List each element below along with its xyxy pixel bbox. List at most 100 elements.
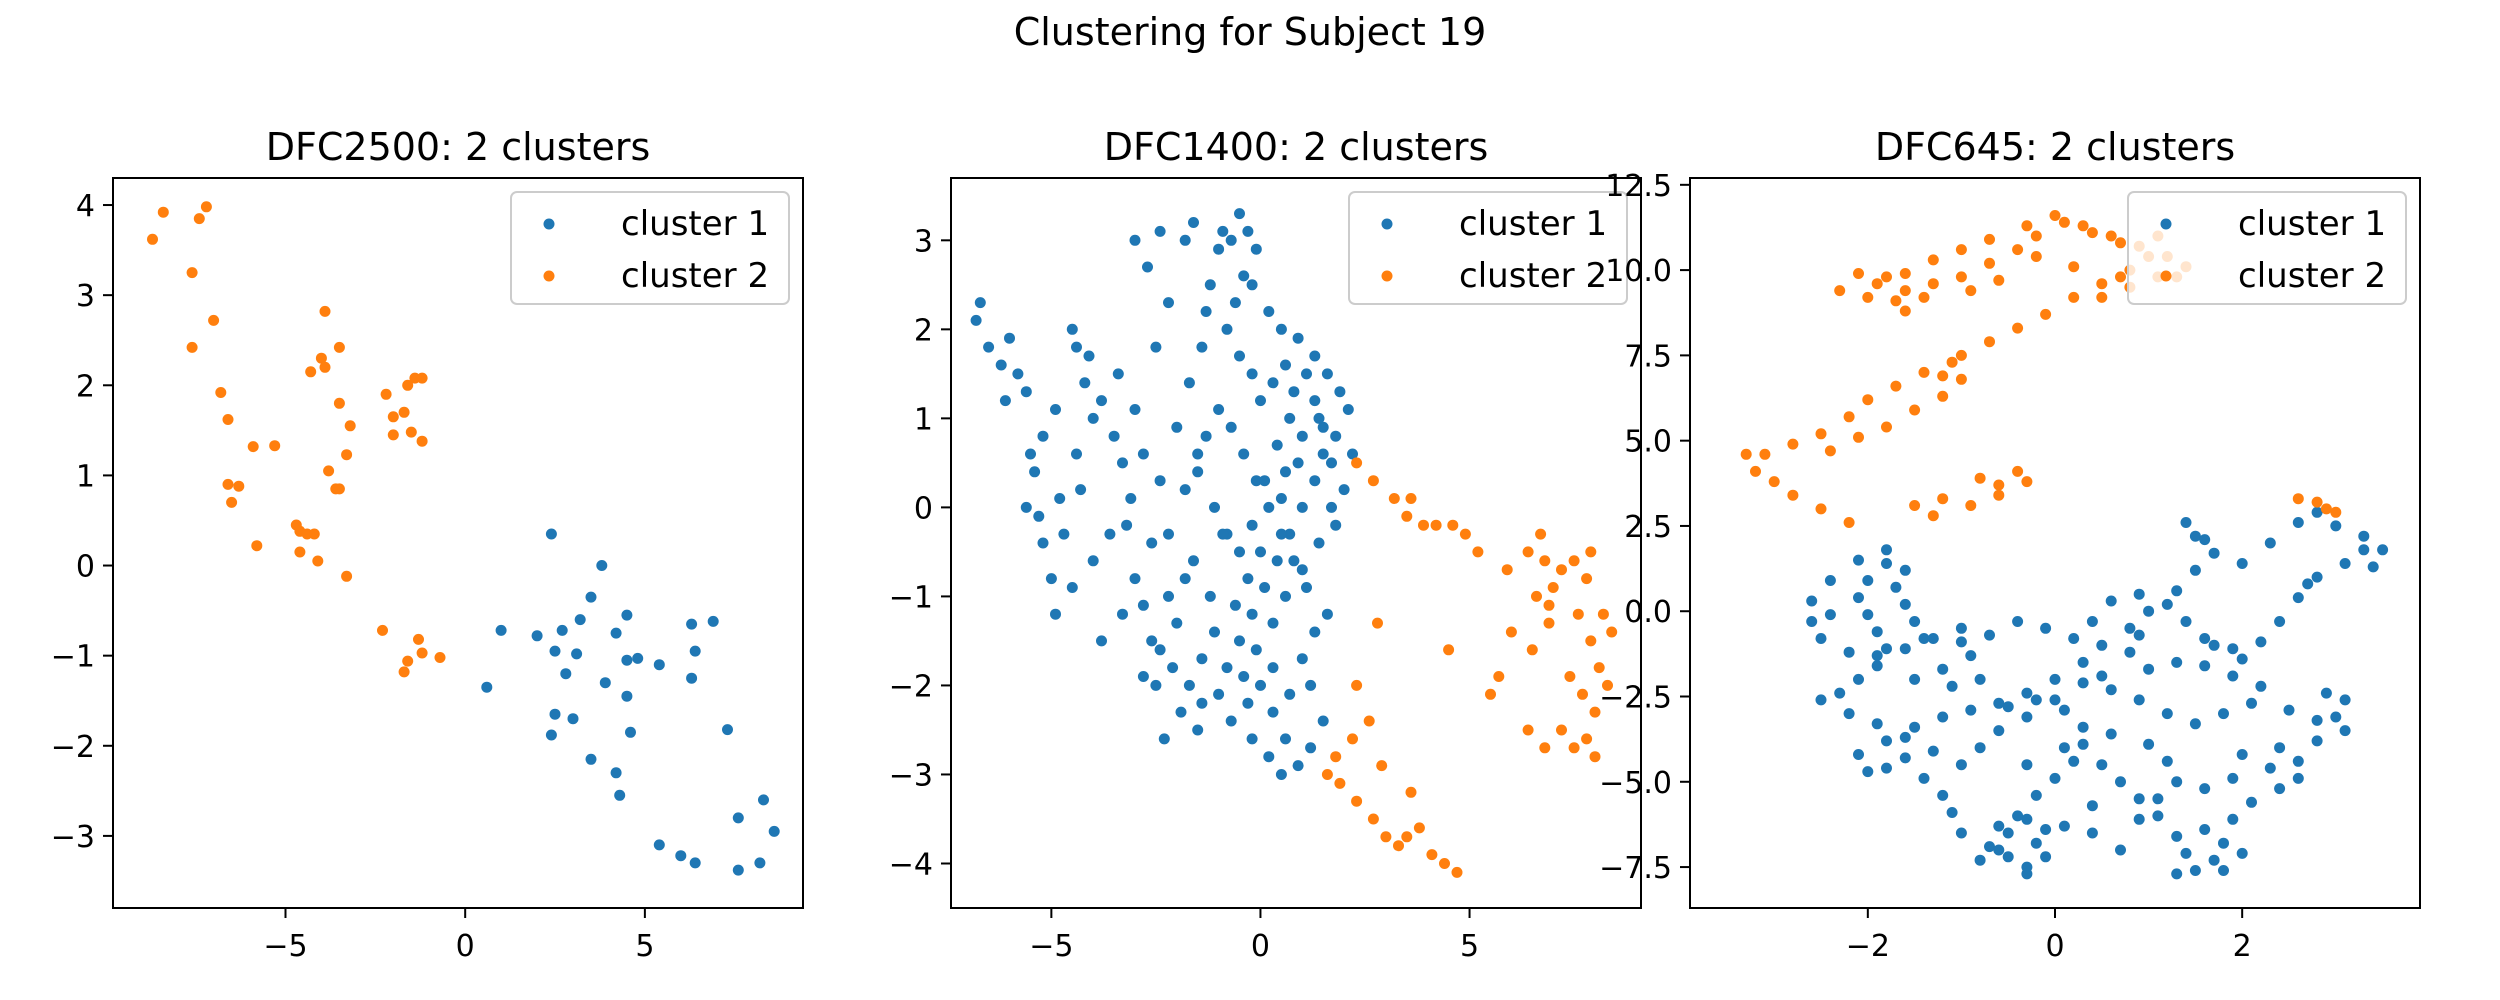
- data-point: [1238, 448, 1250, 460]
- data-point: [556, 624, 568, 636]
- data-point: [344, 420, 356, 432]
- data-point: [1572, 608, 1584, 620]
- y-tick-label: 3: [914, 224, 933, 259]
- data-point: [1372, 617, 1383, 629]
- data-point: [686, 672, 698, 684]
- data-point: [1246, 519, 1258, 531]
- y-tick-label: 2: [914, 313, 933, 348]
- data-point: [675, 850, 687, 862]
- data-point: [2133, 813, 2145, 825]
- data-point: [2283, 704, 2295, 716]
- data-point: [2096, 759, 2108, 771]
- data-point: [1171, 617, 1183, 629]
- data-point: [2189, 564, 2201, 576]
- data-point: [2199, 660, 2211, 672]
- data-point: [2236, 749, 2248, 760]
- data-point: [2189, 865, 2201, 876]
- data-point: [1229, 297, 1241, 309]
- data-point: [2133, 694, 2145, 706]
- data-point: [1388, 493, 1400, 504]
- data-point: [1974, 854, 1986, 866]
- data-point: [2021, 687, 2033, 699]
- data-point: [333, 341, 345, 353]
- data-point: [1347, 448, 1358, 460]
- data-point: [323, 465, 335, 477]
- data-point: [2049, 694, 2061, 706]
- data-point: [1004, 332, 1015, 344]
- data-point: [2218, 708, 2229, 720]
- data-point: [2180, 517, 2192, 528]
- data-point: [1927, 278, 1939, 290]
- data-point: [1175, 706, 1187, 718]
- data-point: [2311, 735, 2323, 747]
- legend-marker: [543, 270, 555, 282]
- legend-label: cluster 2: [621, 256, 769, 296]
- data-point: [1250, 644, 1262, 656]
- data-point: [1020, 386, 1032, 398]
- data-point: [1564, 671, 1576, 682]
- data-point: [2021, 759, 2033, 771]
- data-point: [1946, 356, 1958, 368]
- data-point: [1955, 271, 1967, 283]
- data-point: [1071, 341, 1082, 353]
- data-point: [1146, 635, 1158, 647]
- data-point: [1899, 305, 1911, 317]
- subplot-title: DFC645: 2 clusters: [1875, 125, 2235, 169]
- data-point: [1225, 421, 1237, 433]
- data-point: [1259, 475, 1271, 487]
- data-point: [1275, 493, 1287, 504]
- data-point: [1313, 537, 1325, 549]
- data-point: [398, 666, 410, 678]
- data-point: [1485, 688, 1496, 700]
- data-point: [193, 213, 205, 225]
- data-point: [1225, 715, 1237, 727]
- data-point: [1029, 466, 1041, 478]
- data-point: [1955, 373, 1967, 385]
- data-point: [1321, 368, 1333, 380]
- data-point: [1229, 599, 1241, 611]
- data-point: [1200, 430, 1212, 442]
- legend-label: cluster 1: [621, 204, 769, 244]
- y-tick-label: −3: [51, 820, 95, 855]
- data-point: [1853, 592, 1864, 604]
- data-point: [157, 206, 169, 218]
- y-tick-label: 0: [76, 550, 95, 585]
- data-point: [2311, 506, 2323, 518]
- data-point: [402, 379, 414, 391]
- data-point: [2255, 636, 2267, 648]
- data-point: [2264, 762, 2276, 774]
- data-point: [2049, 673, 2061, 685]
- data-point: [1125, 493, 1137, 504]
- data-point: [2115, 776, 2126, 788]
- data-point: [2086, 227, 2098, 239]
- data-point: [1025, 448, 1036, 460]
- data-point: [1593, 662, 1605, 674]
- data-point: [621, 690, 633, 702]
- data-point: [1862, 394, 1874, 406]
- data-point: [186, 267, 198, 279]
- data-point: [1188, 555, 1199, 567]
- legend: cluster 1 cluster 2: [2127, 191, 2407, 305]
- legend-box: [2127, 191, 2407, 305]
- data-point: [2330, 506, 2342, 518]
- data-point: [1079, 377, 1091, 389]
- data-point: [1871, 660, 1883, 672]
- data-point: [222, 414, 234, 425]
- data-point: [2208, 547, 2220, 559]
- data-point: [1087, 412, 1099, 424]
- data-point: [1443, 644, 1455, 656]
- series-2-points: [1321, 457, 1618, 878]
- data-point: [2161, 708, 2173, 720]
- data-point: [1581, 733, 1593, 745]
- data-point: [1899, 285, 1911, 297]
- data-point: [1066, 582, 1078, 593]
- data-point: [1871, 278, 1883, 290]
- legend-label: cluster 1: [2238, 204, 2386, 244]
- data-point: [2068, 755, 2080, 767]
- data-point: [2021, 868, 2033, 880]
- data-point: [1020, 501, 1032, 513]
- data-point: [1200, 306, 1212, 317]
- data-point: [1531, 590, 1542, 602]
- data-point: [2152, 810, 2164, 822]
- data-point: [1602, 679, 1613, 691]
